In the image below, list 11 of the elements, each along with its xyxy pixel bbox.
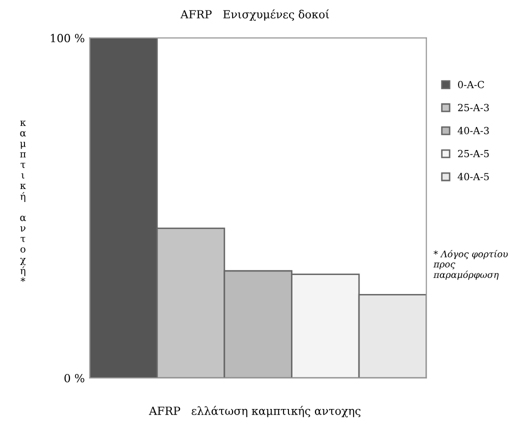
legend-label: 40-A-3 bbox=[458, 126, 489, 134]
y-tick-label: 100 % bbox=[50, 34, 84, 42]
chart-title: AFRP Ενισχυμένες δοκοί bbox=[180, 9, 329, 21]
x-axis-title: AFRP ελλάτωση καμπτικής αντοχης bbox=[148, 406, 360, 418]
y-tick-label: 0 % bbox=[64, 374, 84, 382]
legend-label: 25-A-3 bbox=[458, 104, 489, 112]
legend-label: 40-A-5 bbox=[458, 172, 489, 180]
legend-label: 0-A-C bbox=[458, 80, 484, 88]
legend-label: 25-A-5 bbox=[458, 150, 489, 158]
text: * Λόγος φορτίου προς παραμόρφωση bbox=[433, 250, 508, 280]
text: καμπτική αντοχή* bbox=[20, 120, 26, 282]
